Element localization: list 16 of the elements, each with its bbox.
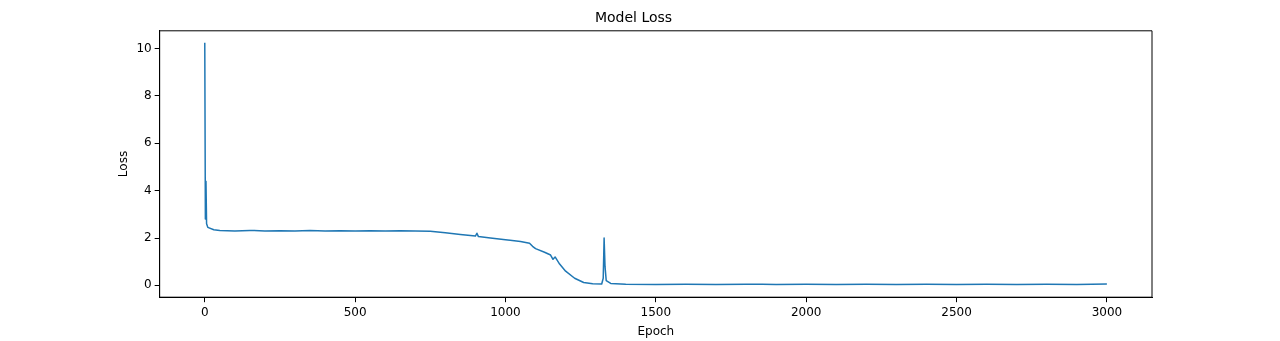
x-tick-label: 1500: [640, 304, 672, 319]
y-tick-label: 2: [144, 230, 152, 245]
y-tick-label: 6: [144, 135, 152, 150]
y-axis-title: Loss: [116, 150, 131, 178]
x-tick-label: 2000: [790, 304, 822, 319]
x-tick-label: 0: [200, 304, 209, 319]
y-tick-label: 8: [144, 88, 152, 103]
x-axis-title: Epoch: [637, 323, 675, 338]
x-tick-label: 2500: [941, 304, 972, 319]
x-tick-label: 3000: [1091, 304, 1123, 319]
y-tick-label: 4: [144, 182, 152, 197]
y-tick-label: 10: [136, 40, 152, 55]
y-tick-label: 0: [144, 277, 152, 292]
chart-title: Model Loss: [594, 9, 673, 26]
x-tick-label: 500: [343, 304, 367, 319]
x-tick-label: 1000: [490, 304, 521, 319]
